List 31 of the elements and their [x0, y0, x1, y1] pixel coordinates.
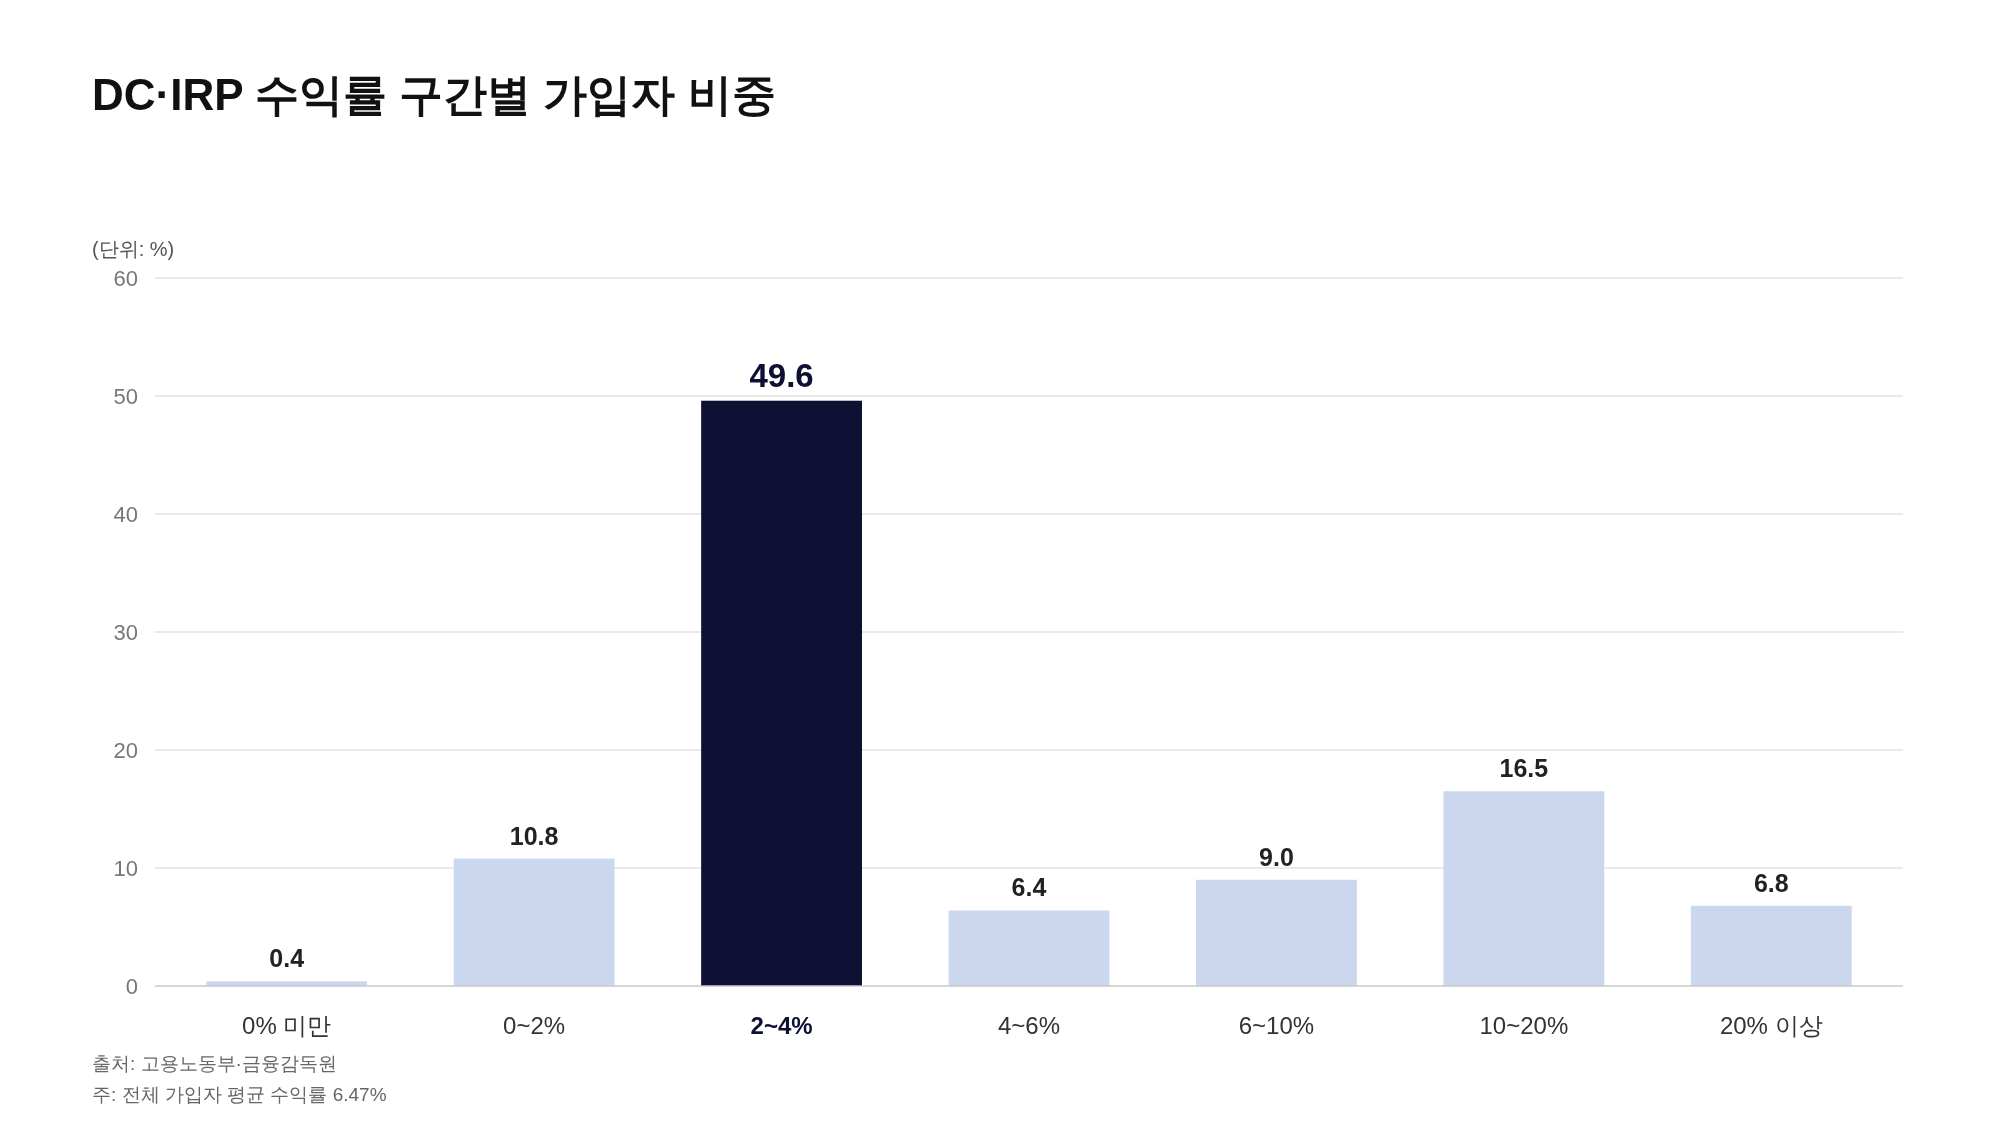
x-tick-label: 10~20%	[1479, 1012, 1569, 1039]
data-label: 10.8	[509, 821, 559, 850]
y-tick-label: 20	[113, 737, 138, 763]
chart-title: DC·IRP 수익률 구간별 가입자 비중	[92, 70, 776, 119]
x-tick-label: 6~10%	[1238, 1012, 1315, 1039]
y-tick-label: 10	[113, 855, 138, 881]
x-tick-label: 2~4%	[750, 1012, 813, 1039]
source-note: 출처: 고용노동부·금융감독원	[92, 1053, 337, 1074]
data-label: 6.8	[1753, 868, 1789, 897]
bar	[1443, 791, 1605, 986]
data-label: 49.6	[749, 356, 814, 394]
x-tick-label: 0% 미만	[242, 1012, 332, 1039]
bar	[701, 400, 862, 986]
y-tick-label: 30	[113, 619, 138, 645]
y-tick-label: 40	[113, 501, 138, 527]
y-axis-title: (단위: %)	[92, 238, 175, 260]
text: 주: 전체 가입자 평균 수익률 6.47%	[92, 1084, 387, 1105]
y-tick-label: 60	[113, 265, 138, 291]
data-label: 16.5	[1499, 754, 1549, 783]
y-tick-label: 50	[113, 383, 138, 409]
bar	[453, 858, 615, 986]
bar	[1690, 905, 1852, 986]
bar	[948, 910, 1110, 986]
data-label: 9.0	[1259, 842, 1294, 871]
y-tick-label: 0	[125, 973, 138, 999]
bar	[1196, 879, 1357, 986]
x-tick-label: 4~6%	[997, 1012, 1061, 1039]
x-tick-label: 20% 이상	[1719, 1012, 1823, 1039]
data-label: 0.4	[269, 944, 305, 973]
x-tick-label: 0~2%	[503, 1012, 566, 1039]
data-label: 6.4	[1011, 873, 1047, 902]
